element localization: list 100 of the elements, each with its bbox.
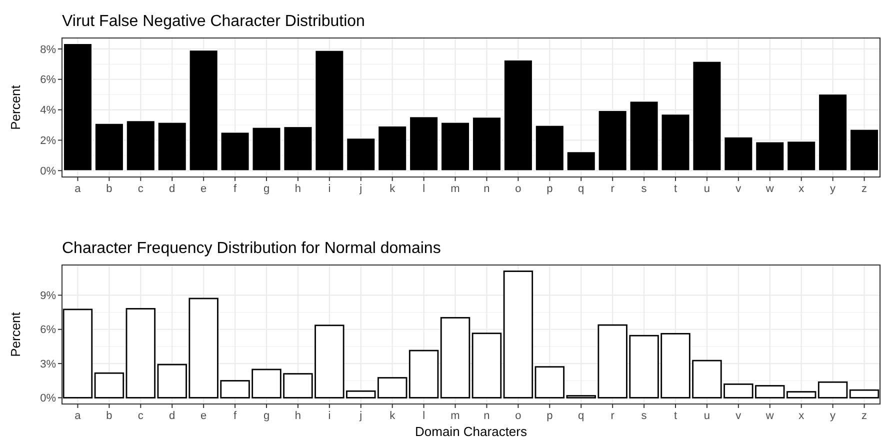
- x-tick-label: x: [798, 410, 805, 422]
- x-tick-label: p: [546, 410, 553, 422]
- bar: [598, 110, 628, 172]
- x-tick-label: l: [422, 183, 426, 195]
- x-tick-label: t: [674, 183, 678, 195]
- bar: [126, 308, 156, 398]
- bar: [660, 114, 690, 172]
- x-tick-label: h: [294, 410, 302, 422]
- x-tick-label: b: [106, 410, 112, 422]
- bar: [566, 151, 596, 172]
- bar: [94, 372, 124, 398]
- bar: [849, 389, 880, 398]
- bar: [850, 129, 879, 172]
- x-tick-label: z: [862, 183, 868, 195]
- x-tick-label: d: [169, 183, 176, 195]
- x-tick-label: o: [515, 410, 522, 422]
- bar: [472, 332, 502, 398]
- y-tick-label: 3%: [40, 358, 56, 370]
- y-tick-label: 6%: [40, 74, 56, 86]
- x-tick-label: q: [578, 183, 584, 195]
- y-tick-label: 2%: [40, 135, 56, 148]
- bar: [504, 60, 533, 172]
- x-tick-label: c: [138, 183, 144, 195]
- bar: [472, 116, 502, 172]
- bar: [629, 100, 659, 172]
- bar: [534, 366, 565, 398]
- bar: [724, 136, 753, 172]
- x-tick-label: j: [358, 183, 362, 195]
- x-axis-title: Domain Characters: [415, 424, 528, 439]
- bar: [818, 381, 848, 398]
- bar: [692, 61, 722, 172]
- x-tick-label: a: [74, 183, 82, 195]
- x-tick-label: n: [484, 183, 490, 195]
- y-axis-title: Percent: [8, 84, 23, 130]
- x-tick-label: x: [798, 183, 805, 195]
- x-tick-label: a: [74, 410, 82, 422]
- x-tick-label: s: [641, 183, 648, 195]
- x-tick-label: n: [484, 410, 490, 422]
- x-tick-label: u: [704, 183, 710, 195]
- bar: [440, 122, 470, 172]
- bar: [786, 140, 816, 172]
- x-tick-label: e: [200, 410, 207, 422]
- bar: [535, 125, 564, 172]
- bar: [62, 308, 93, 398]
- y-tick-label: 6%: [40, 324, 56, 336]
- x-tick-label: l: [422, 410, 426, 422]
- x-tick-label: i: [328, 183, 331, 195]
- x-tick-label: k: [390, 410, 396, 422]
- x-tick-label: r: [610, 410, 615, 422]
- y-tick-label: 0%: [40, 165, 56, 178]
- x-tick-label: m: [450, 183, 460, 195]
- x-tick-label: p: [546, 183, 553, 195]
- x-tick-label: z: [862, 410, 868, 422]
- bar: [252, 127, 282, 172]
- x-tick-label: s: [641, 410, 648, 422]
- bar: [126, 120, 156, 172]
- bar: [755, 141, 784, 172]
- bar: [283, 126, 313, 172]
- bar: [503, 270, 534, 398]
- x-tick-label: r: [610, 183, 615, 195]
- bar: [440, 317, 470, 398]
- x-tick-label: y: [830, 410, 836, 422]
- y-tick-label: 0%: [40, 392, 56, 405]
- x-tick-label: f: [234, 410, 238, 422]
- y-tick-label: 4%: [40, 104, 56, 117]
- x-tick-label: w: [764, 183, 774, 195]
- bar: [158, 122, 187, 172]
- x-tick-label: k: [390, 183, 396, 195]
- x-tick-label: e: [200, 183, 207, 195]
- x-tick-label: g: [263, 410, 270, 422]
- x-tick-label: u: [704, 410, 710, 422]
- x-tick-label: c: [138, 410, 144, 422]
- x-tick-label: q: [578, 410, 584, 422]
- bar: [786, 391, 816, 398]
- x-tick-label: y: [830, 183, 836, 195]
- bar: [63, 43, 92, 172]
- y-axis-title: Percent: [8, 312, 23, 357]
- x-tick-label: t: [674, 410, 678, 422]
- bar: [220, 132, 250, 172]
- bar: [94, 123, 124, 172]
- x-tick-label: v: [736, 410, 742, 422]
- bar: [314, 50, 344, 172]
- x-tick-label: f: [234, 183, 238, 195]
- bar: [378, 126, 407, 172]
- x-tick-label: b: [106, 183, 112, 195]
- x-tick-label: i: [328, 410, 331, 422]
- x-tick-label: g: [263, 183, 270, 195]
- x-tick-label: v: [736, 183, 742, 195]
- x-tick-label: m: [450, 410, 460, 422]
- bar: [409, 116, 438, 172]
- y-tick-label: 9%: [40, 290, 56, 302]
- bar: [346, 138, 376, 172]
- bar: [818, 94, 848, 172]
- x-tick-label: j: [358, 410, 362, 422]
- chart-title: Virut False Negative Character Distribution: [62, 13, 365, 30]
- bar: [377, 377, 408, 398]
- x-tick-label: o: [515, 183, 522, 195]
- x-tick-label: d: [169, 410, 176, 422]
- bar: [189, 50, 218, 172]
- chart-title: Character Frequency Distribution for Normal domains: [62, 240, 441, 257]
